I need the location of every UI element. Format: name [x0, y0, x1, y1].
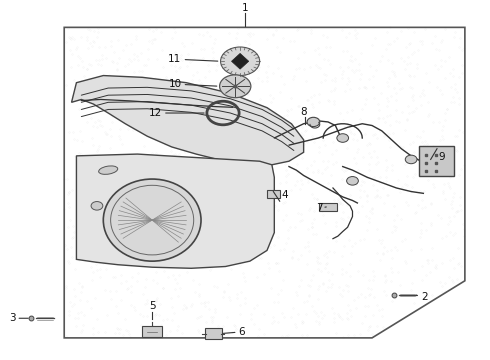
Text: 11: 11: [168, 54, 181, 64]
Polygon shape: [72, 76, 304, 165]
Text: 3: 3: [9, 313, 15, 323]
Text: 12: 12: [148, 108, 162, 118]
Circle shape: [91, 202, 103, 210]
Polygon shape: [231, 53, 249, 69]
Circle shape: [337, 134, 348, 142]
Ellipse shape: [98, 166, 118, 174]
Circle shape: [346, 176, 358, 185]
Text: 2: 2: [421, 292, 427, 302]
Ellipse shape: [103, 179, 201, 261]
Circle shape: [220, 75, 251, 98]
Text: 10: 10: [169, 80, 181, 90]
Circle shape: [220, 47, 260, 76]
Text: 4: 4: [282, 190, 288, 201]
FancyBboxPatch shape: [419, 146, 454, 176]
Circle shape: [307, 117, 320, 127]
Circle shape: [405, 155, 417, 164]
Text: 1: 1: [242, 3, 248, 13]
FancyBboxPatch shape: [268, 190, 280, 198]
Text: 8: 8: [300, 107, 307, 117]
Text: 6: 6: [239, 327, 245, 337]
FancyBboxPatch shape: [143, 327, 162, 337]
Text: 5: 5: [149, 301, 155, 311]
Text: 7: 7: [317, 203, 323, 213]
Text: 9: 9: [438, 152, 444, 162]
FancyBboxPatch shape: [205, 328, 221, 339]
Polygon shape: [76, 154, 274, 268]
FancyBboxPatch shape: [319, 203, 337, 211]
